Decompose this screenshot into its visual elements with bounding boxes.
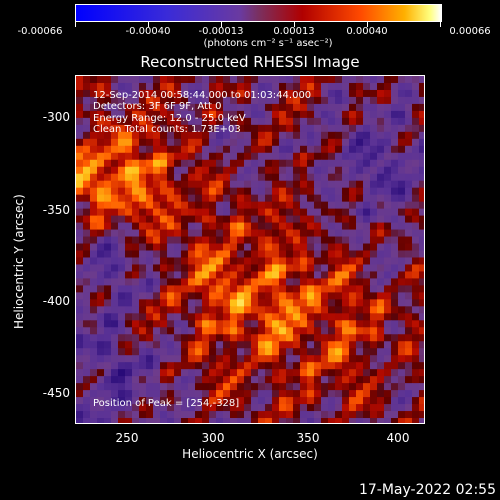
colorbar-tick — [440, 22, 441, 27]
y-tick-label: -400 — [42, 294, 70, 308]
heatmap-image — [76, 76, 424, 423]
colorbar — [75, 4, 442, 22]
annotation-time: 12-Sep-2014 00:58:44.000 to 01:03:44.000 — [93, 90, 312, 101]
annotation-peak: Position of Peak = [254,-328] — [93, 398, 240, 409]
timestamp: 17-May-2022 02:55 — [358, 482, 496, 498]
annotation-detectors: Detectors: 3F 6F 9F, Att 0 — [93, 101, 222, 112]
colorbar-tick-label: -0.00013 — [198, 26, 244, 37]
annotation-method: Clean Total counts: 1.73E+03 — [93, 124, 241, 135]
colorbar-tick — [75, 22, 76, 27]
colorbar-tick-label: 0.00040 — [346, 26, 388, 37]
x-axis-label: Heliocentric X (arcsec) — [182, 447, 318, 461]
colorbar-tick — [221, 22, 222, 27]
colorbar-tick-label: -0.00040 — [125, 26, 171, 37]
chart-title: Reconstructed RHESSI Image — [140, 53, 360, 71]
y-tick-label: -300 — [42, 110, 70, 124]
colorbar-tick — [294, 22, 295, 27]
colorbar-tick-label: -0.00066 — [17, 26, 63, 37]
x-tick-label: 250 — [115, 431, 139, 445]
colorbar-tick — [148, 22, 149, 27]
y-axis-label: Heliocentric Y (arcsec) — [12, 194, 26, 329]
x-tick-label: 300 — [201, 431, 225, 445]
annotation-energy: Energy Range: 12.0 - 25.0 keV — [93, 113, 246, 124]
colorbar-tick-label: 0.00013 — [273, 26, 315, 37]
y-tick-label: -350 — [42, 203, 70, 217]
heatmap-plot: 12-Sep-2014 00:58:44.000 to 01:03:44.000… — [75, 75, 425, 424]
colorbar-tick — [367, 22, 368, 27]
x-tick-label: 350 — [296, 431, 320, 445]
y-tick-label: -450 — [42, 386, 70, 400]
colorbar-units: (photons cm⁻² s⁻¹ asec⁻²) — [203, 38, 333, 49]
colorbar-tick-label: 0.00066 — [449, 26, 491, 37]
x-tick-label: 400 — [386, 431, 410, 445]
